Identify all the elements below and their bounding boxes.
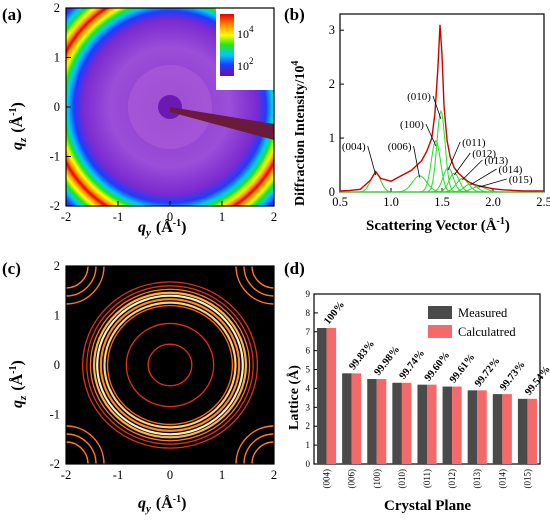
y-tick-label: 2 <box>54 1 60 15</box>
y-tick-label: -2 <box>50 457 60 471</box>
panel-label-a: (a) <box>2 5 22 24</box>
y-tick-label: 1 <box>54 309 60 323</box>
bar-measured <box>392 383 402 464</box>
panel-c: -2 -1 0 1 2 2 1 0 -1 -2 (c) qy(Å-1) qz(Å-1) <box>0 258 280 518</box>
bar-measured <box>468 390 478 464</box>
legend-swatch <box>428 306 452 319</box>
x-tick-label: 1.5 <box>434 195 450 209</box>
bar-measured <box>493 394 503 464</box>
y-tick-label: 2 <box>54 259 60 273</box>
y-tick-label: 2 <box>306 421 311 431</box>
y-tick-label: -1 <box>50 408 60 422</box>
bar-calculated <box>402 383 412 464</box>
y-tick-label: 4 <box>306 383 311 393</box>
bar-calculated <box>477 390 487 464</box>
bar-calculated <box>327 328 337 464</box>
x-tick-label: (004) <box>322 469 332 489</box>
y-tick-label: -1 <box>50 150 60 164</box>
peak-label: (100) <box>400 119 424 131</box>
y-axis-title-c: qz(Å-1) <box>8 360 29 408</box>
panel-label-d: (d) <box>284 259 305 278</box>
x-tick-label: -2 <box>61 468 71 482</box>
y-tick-label: 0 <box>329 185 335 199</box>
y-tick-label: -2 <box>50 199 60 213</box>
bar-calculated <box>527 399 537 464</box>
y-tick-label: 0 <box>54 100 60 114</box>
y-tick-label: 0 <box>54 358 60 372</box>
bar-calculated <box>502 394 512 464</box>
x-tick-label: 1.0 <box>383 195 399 209</box>
x-tick-label: -1 <box>113 468 123 482</box>
y-tick-label: 0 <box>306 459 311 469</box>
x-tick-label: (100) <box>372 469 382 489</box>
x-tick-label: 2.5 <box>536 195 550 209</box>
x-axis-title-b: Scattering Vector (Å-1) <box>366 216 510 234</box>
y-axis-title-d: Lattice (Å) <box>286 365 302 430</box>
peak-label: (006) <box>388 141 412 153</box>
bar-calculated <box>427 385 437 464</box>
x-tick-label: (011) <box>422 469 432 488</box>
panel-label-c: (c) <box>2 259 21 278</box>
x-tick-label: 0 <box>167 468 173 482</box>
x-tick-label: -2 <box>61 210 71 224</box>
x-tick-label: (006) <box>347 469 357 489</box>
peak-label: (015) <box>509 174 533 186</box>
bar-measured <box>518 399 528 464</box>
legend-label: Measured <box>458 306 508 320</box>
x-tick-label: 2 <box>271 210 277 224</box>
bar-calculated <box>377 379 387 464</box>
x-tick-label: (013) <box>472 469 482 489</box>
x-tick-label: (012) <box>447 469 457 489</box>
y-tick-label: 3 <box>306 402 311 412</box>
panel-d-svg: 0123456789(004)100%(006)99.83%(100)99.98… <box>280 258 550 518</box>
x-tick-label: 2 <box>271 468 277 482</box>
legend-label: Calculatred <box>458 325 516 339</box>
bar-measured <box>367 379 377 464</box>
panel-c-svg: -2 -1 0 1 2 2 1 0 -1 -2 (c) qy(Å-1) qz(Å-1) <box>0 258 280 518</box>
y-tick-label: 2 <box>329 77 335 91</box>
x-tick-label: 2.0 <box>485 195 501 209</box>
x-axis-title-d: Crystal Plane <box>384 498 471 514</box>
y-tick-label: 7 <box>306 327 311 337</box>
bar-measured <box>417 385 427 464</box>
y-tick-label: 1 <box>329 131 335 145</box>
x-tick-label: 1 <box>219 210 225 224</box>
y-tick-label: 1 <box>54 51 60 65</box>
x-tick-label: 1 <box>219 468 225 482</box>
x-tick-label: (015) <box>522 469 532 489</box>
x-tick-label: (010) <box>397 469 407 489</box>
y-axis-title-a: qz(Å-1) <box>8 102 29 150</box>
colorbar <box>220 14 234 76</box>
y-axis-title-b: Diffraction Intensity/104 <box>290 61 308 206</box>
peak-label: (004) <box>342 141 366 153</box>
y-tick-label: 3 <box>329 23 335 37</box>
legend-swatch <box>428 325 452 338</box>
x-tick-label: -1 <box>113 210 123 224</box>
bar-calculated <box>352 373 362 464</box>
bar-measured <box>342 373 352 464</box>
y-tick-label: 1 <box>306 440 311 450</box>
x-tick-label: (014) <box>497 469 507 489</box>
x-axis-title-a: qy(Å-1) <box>138 218 186 239</box>
y-tick-label: 9 <box>306 289 311 299</box>
y-tick-label: 6 <box>306 346 311 356</box>
bar-calculated <box>452 387 462 464</box>
bar-measured <box>317 328 327 464</box>
peak-label: (010) <box>407 91 431 103</box>
y-tick-label: 5 <box>306 365 311 375</box>
bar-measured <box>443 387 453 464</box>
y-tick-label: 8 <box>306 308 311 318</box>
x-axis-title-c: qy(Å-1) <box>138 494 186 515</box>
panel-label-b: (b) <box>284 5 305 24</box>
